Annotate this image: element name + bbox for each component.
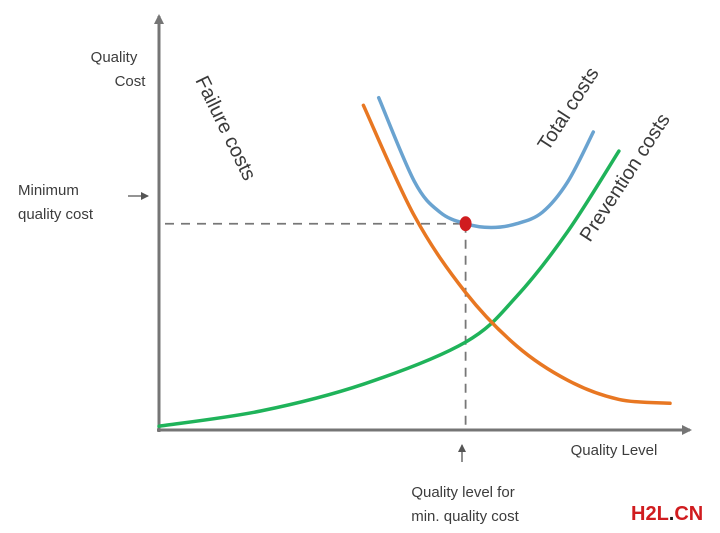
prevention-costs-label: Prevention costs xyxy=(576,110,675,246)
guide-lines xyxy=(165,222,467,430)
prevention-costs-curve xyxy=(157,149,621,428)
quality-level-label-line1: Quality level for xyxy=(411,484,514,501)
min-cost-label-line1: Minimum xyxy=(18,182,79,199)
failure-costs-label: Failure costs xyxy=(191,73,260,185)
total-costs-curve xyxy=(376,95,596,230)
minimum-point-marker xyxy=(459,216,472,232)
min-cost-label-line2: quality cost xyxy=(18,206,94,223)
y-axis-title-line1: Quality xyxy=(91,49,138,66)
watermark-h2l: H2L xyxy=(631,503,669,525)
watermark: H2L.CN xyxy=(631,503,703,525)
x-axis-title: Quality Level xyxy=(571,442,658,459)
total-costs-label: Total costs xyxy=(534,63,604,154)
min-point-group xyxy=(459,216,472,232)
curves xyxy=(157,95,672,428)
y-axis-title-line2: Cost xyxy=(115,73,147,90)
watermark-dot: . xyxy=(669,503,675,525)
quality-level-label-line2: min. quality cost xyxy=(411,508,519,525)
watermark-cn: CN xyxy=(674,503,703,525)
failure-costs-curve xyxy=(361,103,672,406)
